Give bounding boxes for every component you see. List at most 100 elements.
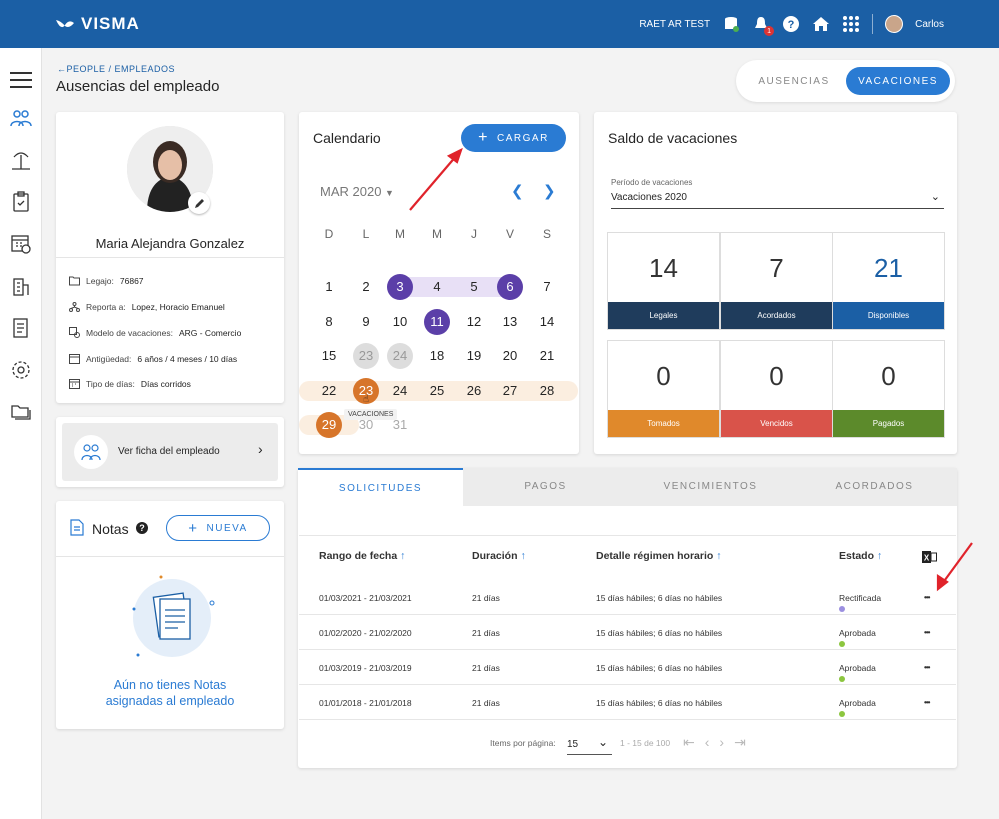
- more-actions-icon[interactable]: •••: [924, 628, 930, 637]
- stat-value: 0: [656, 361, 671, 391]
- calendar-day[interactable]: 1: [325, 279, 333, 294]
- calendar-day[interactable]: 29: [316, 412, 342, 438]
- table-row[interactable]: 01/03/2019 - 21/03/2019 21 días 15 días há…: [299, 650, 956, 685]
- user-avatar[interactable]: [885, 15, 904, 33]
- building-icon[interactable]: [9, 274, 33, 298]
- page-size-select[interactable]: 15 ⌄: [567, 734, 612, 755]
- more-actions-icon[interactable]: •••: [924, 698, 930, 707]
- calendar-day[interactable]: 2: [362, 279, 370, 294]
- nueva-nota-button[interactable]: + NUEVA: [166, 515, 270, 541]
- calendar-day[interactable]: 15: [321, 348, 337, 363]
- tab-solicitudes[interactable]: SOLICITUDES: [298, 468, 463, 506]
- table-row[interactable]: 01/01/2018 - 21/01/2018 21 días 15 días há…: [299, 685, 956, 720]
- header-detalle[interactable]: Detalle régimen horario ↑: [596, 550, 721, 562]
- calendar-day[interactable]: 11: [424, 309, 450, 335]
- calendar-day[interactable]: 23: [353, 343, 379, 369]
- tab-vacaciones[interactable]: VACACIONES: [846, 67, 950, 95]
- prev-page-icon[interactable]: ‹: [704, 734, 720, 750]
- info-label: Legajo:: [86, 276, 114, 286]
- calendar-day[interactable]: 23: [353, 378, 379, 404]
- items-per-page-label: Items por página:: [490, 738, 556, 748]
- month-selector[interactable]: MAR 2020 ▼: [320, 184, 394, 199]
- calendar-day[interactable]: 24: [392, 383, 408, 398]
- calendar-day[interactable]: 10: [392, 314, 408, 329]
- calendar-day[interactable]: 31: [392, 417, 408, 432]
- calendar-day[interactable]: 12: [466, 314, 482, 329]
- calendar-day[interactable]: 30: [358, 417, 374, 432]
- excel-export-icon[interactable]: X: [922, 550, 937, 564]
- tab-pagos[interactable]: PAGOS: [524, 481, 567, 492]
- chevron-right-icon: ›: [258, 441, 263, 457]
- requests-card: [298, 468, 957, 768]
- more-actions-icon[interactable]: •••: [924, 593, 930, 602]
- cell-duracion: 21 días: [472, 628, 500, 638]
- calendar-day[interactable]: 25: [429, 383, 445, 398]
- calendar-day[interactable]: 21: [539, 348, 555, 363]
- calendar-day[interactable]: 13: [502, 314, 518, 329]
- first-page-icon[interactable]: ⇤: [683, 734, 705, 750]
- plus-icon: +: [478, 129, 490, 146]
- cell-rango: 01/02/2020 - 21/02/2020: [319, 628, 412, 638]
- prev-month-icon[interactable]: ❮: [511, 183, 524, 200]
- period-select[interactable]: Vacaciones 2020 ⌄: [611, 191, 944, 209]
- hamburger-menu-icon[interactable]: [9, 68, 33, 92]
- calendar-day[interactable]: 18: [429, 348, 445, 363]
- next-month-icon[interactable]: ❯: [543, 183, 556, 200]
- breadcrumb-empleados[interactable]: EMPLEADOS: [114, 64, 176, 74]
- ver-ficha-button[interactable]: Ver ficha del empleado ›: [62, 423, 278, 481]
- database-icon[interactable]: [722, 15, 740, 33]
- calendar-day[interactable]: 5: [470, 279, 478, 294]
- schedule-icon[interactable]: [9, 232, 33, 256]
- cargar-button[interactable]: + CARGAR: [461, 124, 566, 152]
- period-value: Vacaciones 2020: [611, 192, 687, 203]
- calendar-day[interactable]: 28: [539, 383, 555, 398]
- calendar-day[interactable]: 8: [325, 314, 333, 329]
- calendar-day[interactable]: 9: [362, 314, 370, 329]
- settings-gear-icon[interactable]: [9, 358, 33, 382]
- table-row[interactable]: 01/03/2021 - 21/03/2021 21 días 15 días há…: [299, 580, 956, 615]
- cell-duracion: 21 días: [472, 698, 500, 708]
- model-icon: [69, 327, 80, 338]
- calendar-day[interactable]: 26: [466, 383, 482, 398]
- calendar-day[interactable]: 22: [321, 383, 337, 398]
- company-name[interactable]: RAET AR TEST: [639, 18, 711, 30]
- last-page-icon[interactable]: ⇥: [734, 734, 756, 750]
- help-icon[interactable]: ?: [782, 15, 800, 33]
- header-estado[interactable]: Estado ↑: [839, 550, 882, 562]
- calendar-day[interactable]: 27: [502, 383, 518, 398]
- home-icon[interactable]: [812, 15, 830, 33]
- tab-vencimientos[interactable]: VENCIMIENTOS: [663, 481, 758, 492]
- header-duracion[interactable]: Duración ↑: [472, 550, 526, 562]
- status-dot: [839, 606, 845, 612]
- more-actions-icon[interactable]: •••: [924, 663, 930, 672]
- calendar-day[interactable]: 3: [387, 274, 413, 300]
- table-row[interactable]: 01/02/2020 - 21/02/2020 21 días 15 días há…: [299, 615, 956, 650]
- calendar-day[interactable]: 14: [539, 314, 555, 329]
- folders-icon[interactable]: [9, 400, 33, 424]
- stat-value: 0: [769, 361, 784, 391]
- calendar-day[interactable]: 20: [502, 348, 518, 363]
- people-icon[interactable]: [9, 106, 33, 130]
- topbar-divider: [872, 14, 874, 34]
- tab-ausencias[interactable]: AUSENCIAS: [758, 75, 830, 87]
- back-arrow-icon[interactable]: ←: [57, 64, 67, 74]
- header-rango[interactable]: Rango de fecha ↑: [319, 550, 405, 562]
- document-icon[interactable]: [9, 316, 33, 340]
- calendar-day[interactable]: 19: [466, 348, 482, 363]
- clipboard-icon[interactable]: [9, 190, 33, 214]
- next-page-icon[interactable]: ›: [719, 734, 735, 750]
- vacation-icon[interactable]: [9, 148, 33, 172]
- edit-photo-button[interactable]: [188, 192, 210, 214]
- breadcrumb-people[interactable]: PEOPLE: [66, 64, 106, 74]
- month-label: MAR 2020: [320, 184, 382, 199]
- help-icon[interactable]: ?: [136, 522, 148, 534]
- bell-icon[interactable]: 1: [752, 15, 775, 36]
- apps-grid-icon[interactable]: [842, 15, 860, 33]
- calendar-day[interactable]: 7: [543, 279, 551, 294]
- calendar-day[interactable]: 6: [497, 274, 523, 300]
- visma-logo[interactable]: VISMA: [55, 14, 140, 34]
- calendar-day[interactable]: 4: [433, 279, 441, 294]
- calendar-day[interactable]: 24: [387, 343, 413, 369]
- tab-acordados[interactable]: ACORDADOS: [835, 481, 914, 492]
- user-name[interactable]: Carlos: [915, 18, 944, 30]
